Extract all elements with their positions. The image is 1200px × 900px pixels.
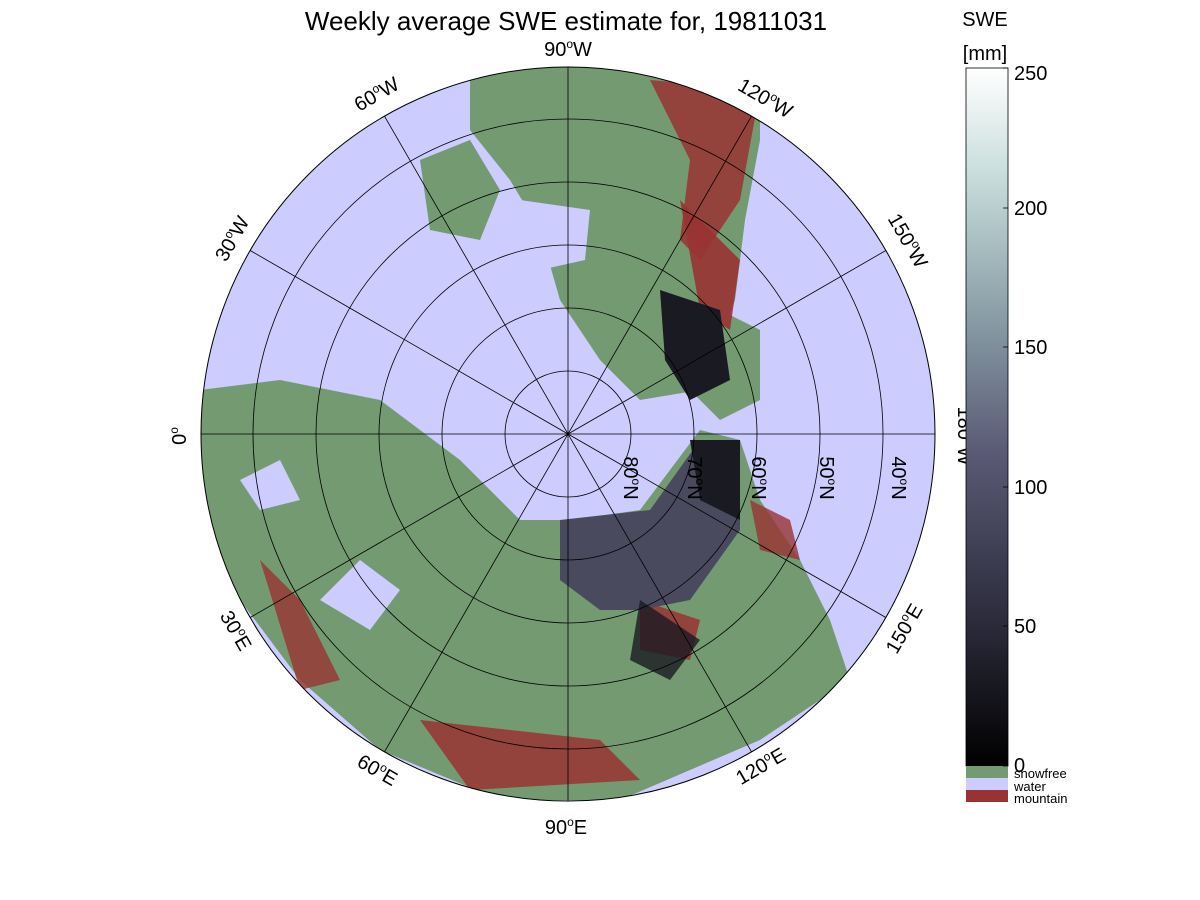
lat-label-80n: 80oN: [619, 456, 643, 499]
legend-label-mountain: mountain: [1014, 791, 1067, 806]
lon-label-60w: 60oW: [350, 72, 404, 117]
colorbar-tick-0: 0: [1014, 755, 1025, 777]
colorbar-label-unit: [mm]: [963, 43, 1007, 65]
colorbar-label-swe: SWE: [962, 9, 1008, 31]
lon-label-90w: 90oW: [544, 37, 592, 61]
lat-label-60n: 60oN: [747, 456, 771, 499]
colorbar: SWE [mm] 0 50 100 150 200 250 snowfree w…: [962, 9, 1067, 806]
polar-map: [200, 66, 936, 802]
legend-swatch-water: [966, 778, 1008, 790]
colorbar-tick-250: 250: [1014, 63, 1047, 85]
map-title: Weekly average SWE estimate for, 1981103…: [305, 6, 827, 36]
lat-label-70n: 70oN: [683, 456, 707, 499]
colorbar-tick-100: 100: [1014, 477, 1047, 499]
land-masses: [201, 67, 850, 800]
legend-label-snowfree: snowfree: [1014, 766, 1067, 781]
legend-swatch-mountain: [966, 790, 1008, 802]
legend-swatch-snowfree: [966, 766, 1008, 778]
colorbar-tick-200: 200: [1014, 198, 1047, 220]
lat-label-40n: 40oN: [887, 456, 911, 499]
colorbar-tick-150: 150: [1014, 337, 1047, 359]
graticule: [201, 67, 935, 801]
legend-label-water: water: [1013, 779, 1046, 794]
lon-label-0: 0o: [167, 427, 191, 445]
lat-label-50n: 50oN: [815, 456, 839, 499]
colorbar-tick-50: 50: [1014, 616, 1036, 638]
colorbar-gradient: [965, 67, 1009, 767]
lon-label-90e: 90oE: [545, 815, 587, 839]
latitude-labels: 80oN 70oN 60oN 50oN 40oN: [619, 456, 911, 499]
